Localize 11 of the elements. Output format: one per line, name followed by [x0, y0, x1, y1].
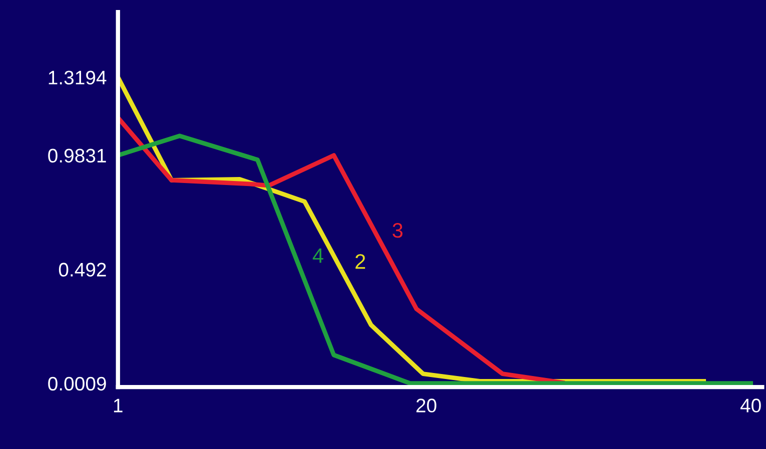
- line-series: [118, 134, 754, 386]
- series-label: 2: [356, 254, 366, 269]
- x-tick-label: 1: [114, 398, 122, 412]
- x-tick-label: 20: [416, 398, 436, 412]
- series-label: 4: [312, 248, 324, 263]
- y-tick-label: 0.9831: [48, 148, 106, 163]
- y-tick-label: 0.492: [58, 262, 106, 277]
- y-tick-label: 1.3194: [48, 70, 106, 84]
- series-label: 3: [392, 223, 402, 238]
- y-tick-label: 0.0009: [48, 376, 106, 391]
- x-tick-label: 40: [740, 398, 761, 412]
